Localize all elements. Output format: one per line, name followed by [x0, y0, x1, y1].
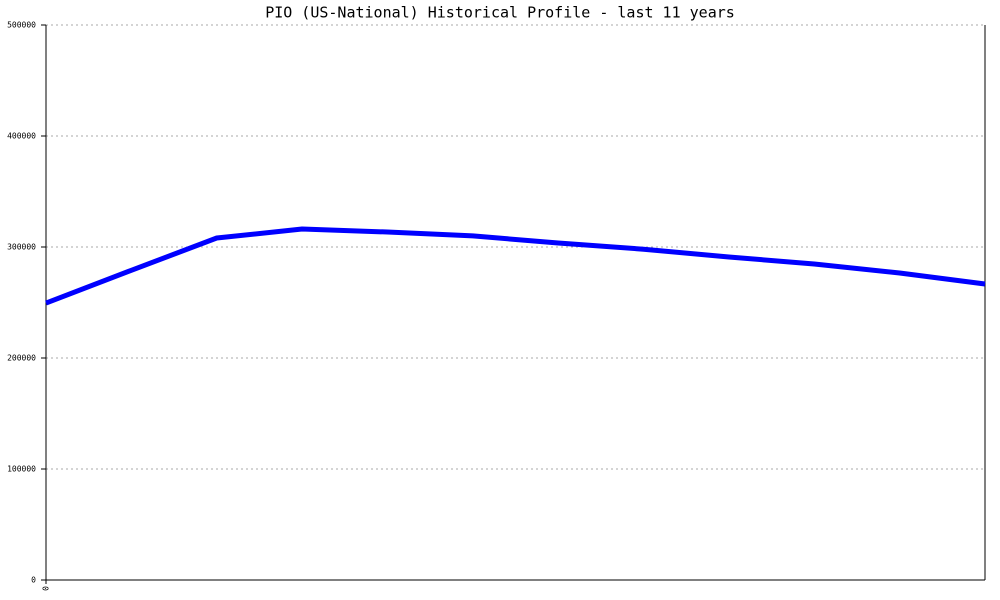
y-tick-label: 0	[31, 576, 36, 585]
data-line	[45, 226, 986, 306]
y-tick-label: 400000	[7, 132, 36, 141]
x-tick-label: 0	[42, 586, 51, 591]
y-tick-label: 500000	[7, 21, 36, 30]
y-tick-label: 300000	[7, 243, 36, 252]
y-tick-label: 100000	[7, 465, 36, 474]
chart-title: PIO (US-National) Historical Profile - l…	[265, 4, 735, 22]
y-tick-label: 200000	[7, 354, 36, 363]
